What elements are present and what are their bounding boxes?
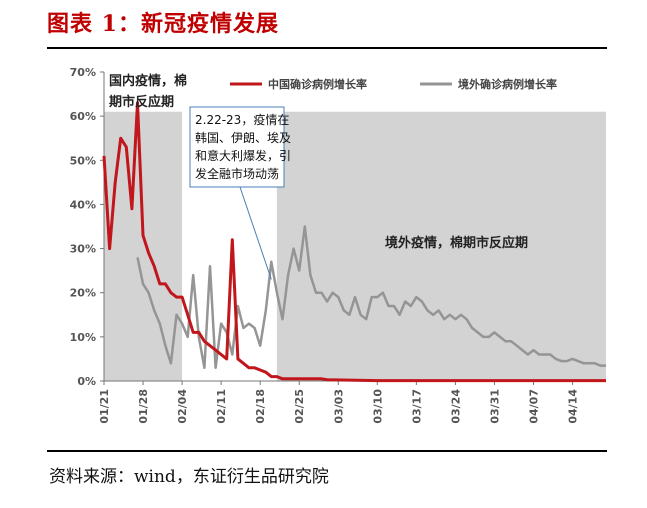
shaded-region-1 xyxy=(104,111,183,381)
x-axis-ticks: 01/21 01/28 02/04 02/11 02/18 02/25 03/03 03/10… xyxy=(98,381,580,424)
x-tick-label: 03/17 xyxy=(410,389,423,424)
x-tick-label: 03/10 xyxy=(371,389,384,424)
x-tick-label: 03/03 xyxy=(332,389,345,424)
x-tick-label: 02/18 xyxy=(254,389,267,424)
x-tick-label: 04/14 xyxy=(567,389,580,424)
source-note: 资料来源：wind，东证衍生品研究院 xyxy=(49,467,329,487)
series-lines xyxy=(102,101,606,383)
y-tick-label: 10% xyxy=(70,331,96,344)
x-tick-label: 03/24 xyxy=(449,389,462,424)
y-tick-label: 70% xyxy=(70,66,96,79)
y-axis-ticks: 0% 10% 20% 30% 40% 50% 60% 70% xyxy=(70,66,104,388)
shaded-regions xyxy=(104,111,606,381)
annotation-line: 发全融市场动荡 xyxy=(195,166,279,181)
series-line-world xyxy=(136,225,606,370)
x-tick-label: 01/28 xyxy=(137,389,150,424)
legend: 中国确诊病例增长率 境外确诊病例增长率 xyxy=(230,77,557,91)
bottom-rule xyxy=(47,450,607,452)
top-rule xyxy=(47,47,607,49)
annotation-box xyxy=(189,106,285,188)
figure-title: 图表 1：新冠疫情发展 xyxy=(47,11,279,37)
shaded-region-2 xyxy=(276,111,606,381)
y-tick-label: 30% xyxy=(70,243,96,256)
annotation-pointer xyxy=(239,186,272,280)
x-tick-label: 03/31 xyxy=(488,389,501,424)
annotation-line: 和意大利爆发，引 xyxy=(195,148,291,163)
shade-label-overseas: 境外疫情，棉期市反应期 xyxy=(385,235,528,251)
x-tick-label: 02/04 xyxy=(176,389,189,424)
x-tick-label: 01/21 xyxy=(98,389,111,424)
y-tick-label: 40% xyxy=(70,198,96,211)
y-tick-label: 60% xyxy=(70,110,96,123)
x-tick-label: 02/25 xyxy=(293,389,306,424)
y-tick-label: 0% xyxy=(77,375,96,388)
series-line-china xyxy=(102,101,606,383)
y-tick-label: 20% xyxy=(70,287,96,300)
x-tick-label: 02/11 xyxy=(215,389,228,424)
shade-label-domestic: 国内疫情，棉 xyxy=(109,73,187,89)
legend-label-china: 中国确诊病例增长率 xyxy=(268,77,367,91)
shade-label-domestic-2: 期市反应期 xyxy=(109,94,174,110)
annotation-line: 2.22-23，疫情在 xyxy=(195,112,289,127)
y-tick-label: 50% xyxy=(70,154,96,167)
annotation-line: 韩国、伊朗、埃及 xyxy=(195,130,291,145)
x-tick-label: 04/07 xyxy=(527,389,540,424)
legend-label-world: 境外确诊病例增长率 xyxy=(458,77,557,91)
